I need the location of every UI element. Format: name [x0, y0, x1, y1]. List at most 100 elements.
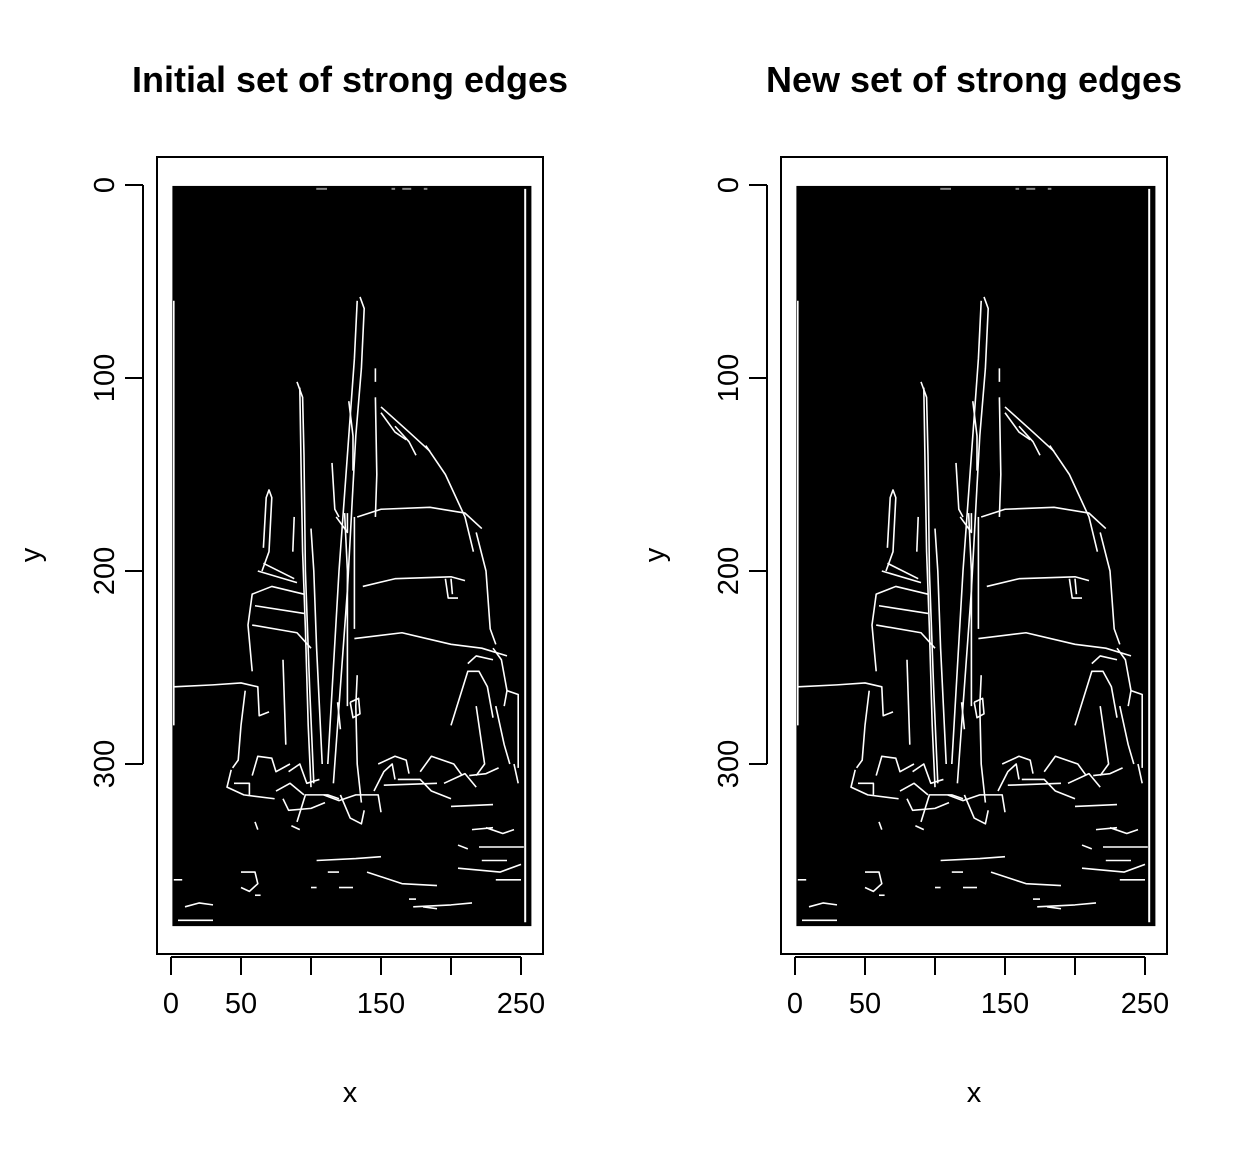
x-tick-label: 250: [497, 988, 545, 1020]
edge-path: [324, 795, 381, 812]
edge-path: [1075, 805, 1117, 807]
edge-path: [381, 407, 430, 451]
edge-path: [426, 446, 474, 552]
edge-path: [957, 297, 988, 783]
edge-path: [374, 764, 395, 791]
x-tick-label: 150: [981, 988, 1029, 1020]
edge-path: [451, 805, 493, 807]
edge-path: [962, 702, 965, 729]
edge-path: [1092, 656, 1117, 664]
y-tick-label: 200: [89, 547, 121, 595]
edge-path: [381, 413, 406, 440]
edge-path: [1008, 783, 1061, 785]
edge-path: [300, 388, 311, 788]
edge-path: [332, 463, 339, 517]
edge-path: [935, 529, 946, 764]
x-axis-label: x: [967, 1077, 982, 1109]
x-tick-label: 0: [787, 988, 803, 1020]
edge-path: [872, 586, 928, 671]
x-tick-label: 150: [357, 988, 405, 1020]
edge-path: [809, 903, 837, 907]
edge-path: [233, 691, 246, 768]
edge-path: [507, 691, 518, 768]
y-tick-label: 100: [713, 354, 745, 402]
edge-path: [858, 783, 873, 795]
edge-path: [1117, 648, 1131, 706]
y-tick-label: 0: [713, 177, 745, 193]
edge-path: [1005, 413, 1030, 440]
edge-path: [978, 633, 1131, 656]
edge-path: [338, 702, 341, 729]
edge-path: [413, 903, 472, 907]
edge-path: [493, 648, 507, 706]
edge-path: [851, 770, 899, 799]
edge-path: [1050, 446, 1098, 552]
edge-path: [886, 490, 896, 571]
edge-path: [297, 382, 314, 783]
edge-path: [1068, 774, 1100, 788]
edge-path: [1022, 779, 1075, 798]
edge-path: [998, 764, 1019, 791]
edge-path: [969, 513, 972, 706]
edge-path: [185, 903, 213, 907]
x-tick-label: 50: [849, 988, 881, 1020]
y-tick-label: 200: [713, 547, 745, 595]
edge-path: [469, 768, 498, 776]
edge-path: [444, 774, 476, 788]
edge-path: [468, 656, 493, 664]
edge-path: [948, 795, 1005, 812]
edge-path: [248, 586, 304, 671]
edge-path: [999, 397, 1000, 517]
edge-path: [375, 397, 376, 517]
edge-path: [798, 683, 893, 716]
edge-path: [291, 826, 299, 830]
edge-path: [336, 513, 347, 532]
edge-path: [476, 706, 484, 775]
edge-path: [900, 783, 928, 795]
edge-path: [311, 529, 322, 764]
x-tick-label: 0: [163, 988, 179, 1020]
edge-path: [921, 382, 938, 783]
edge-path: [952, 301, 981, 764]
x-axis: 0 50 150 250: [163, 956, 545, 1020]
edge-path: [1138, 764, 1142, 783]
edge-path: [258, 571, 297, 583]
edge-path: [263, 563, 294, 578]
edge-path: [876, 756, 914, 775]
right-panel: New set of strong edges 0 50 150 250 0 100 20…: [639, 59, 1182, 1109]
edge-path: [917, 517, 918, 552]
edge-path: [907, 660, 910, 745]
edge-path: [865, 872, 882, 891]
edge-path: [921, 795, 963, 822]
edge-path: [964, 795, 988, 824]
y-tick-label: 100: [89, 354, 121, 402]
edge-path: [283, 660, 286, 745]
edge-path: [458, 864, 521, 872]
edge-path: [1100, 532, 1120, 644]
edge-path: [1096, 828, 1117, 830]
edge-path: [234, 783, 249, 795]
edge-path: [255, 822, 258, 830]
edge-path: [1047, 907, 1061, 909]
edge-path: [1075, 579, 1076, 594]
edge-path: [1075, 671, 1117, 725]
edge-path: [293, 517, 294, 552]
y-axis-label: y: [15, 547, 47, 562]
edge-path: [451, 579, 452, 594]
edge-path: [956, 463, 963, 517]
y-tick-label: 300: [89, 740, 121, 788]
edge-path: [276, 783, 304, 795]
edge-path: [514, 764, 518, 783]
chart-title: New set of strong edges: [766, 59, 1182, 100]
edge-path: [960, 513, 971, 532]
edge-path: [297, 795, 339, 822]
plot-frame: [780, 156, 1168, 955]
y-axis-label: y: [639, 547, 671, 562]
edge-path: [252, 756, 290, 775]
edge-path: [1093, 768, 1122, 776]
edge-path: [496, 706, 510, 764]
edge-path: [882, 571, 921, 583]
edge-path: [1120, 706, 1134, 764]
edge-path: [262, 490, 272, 571]
